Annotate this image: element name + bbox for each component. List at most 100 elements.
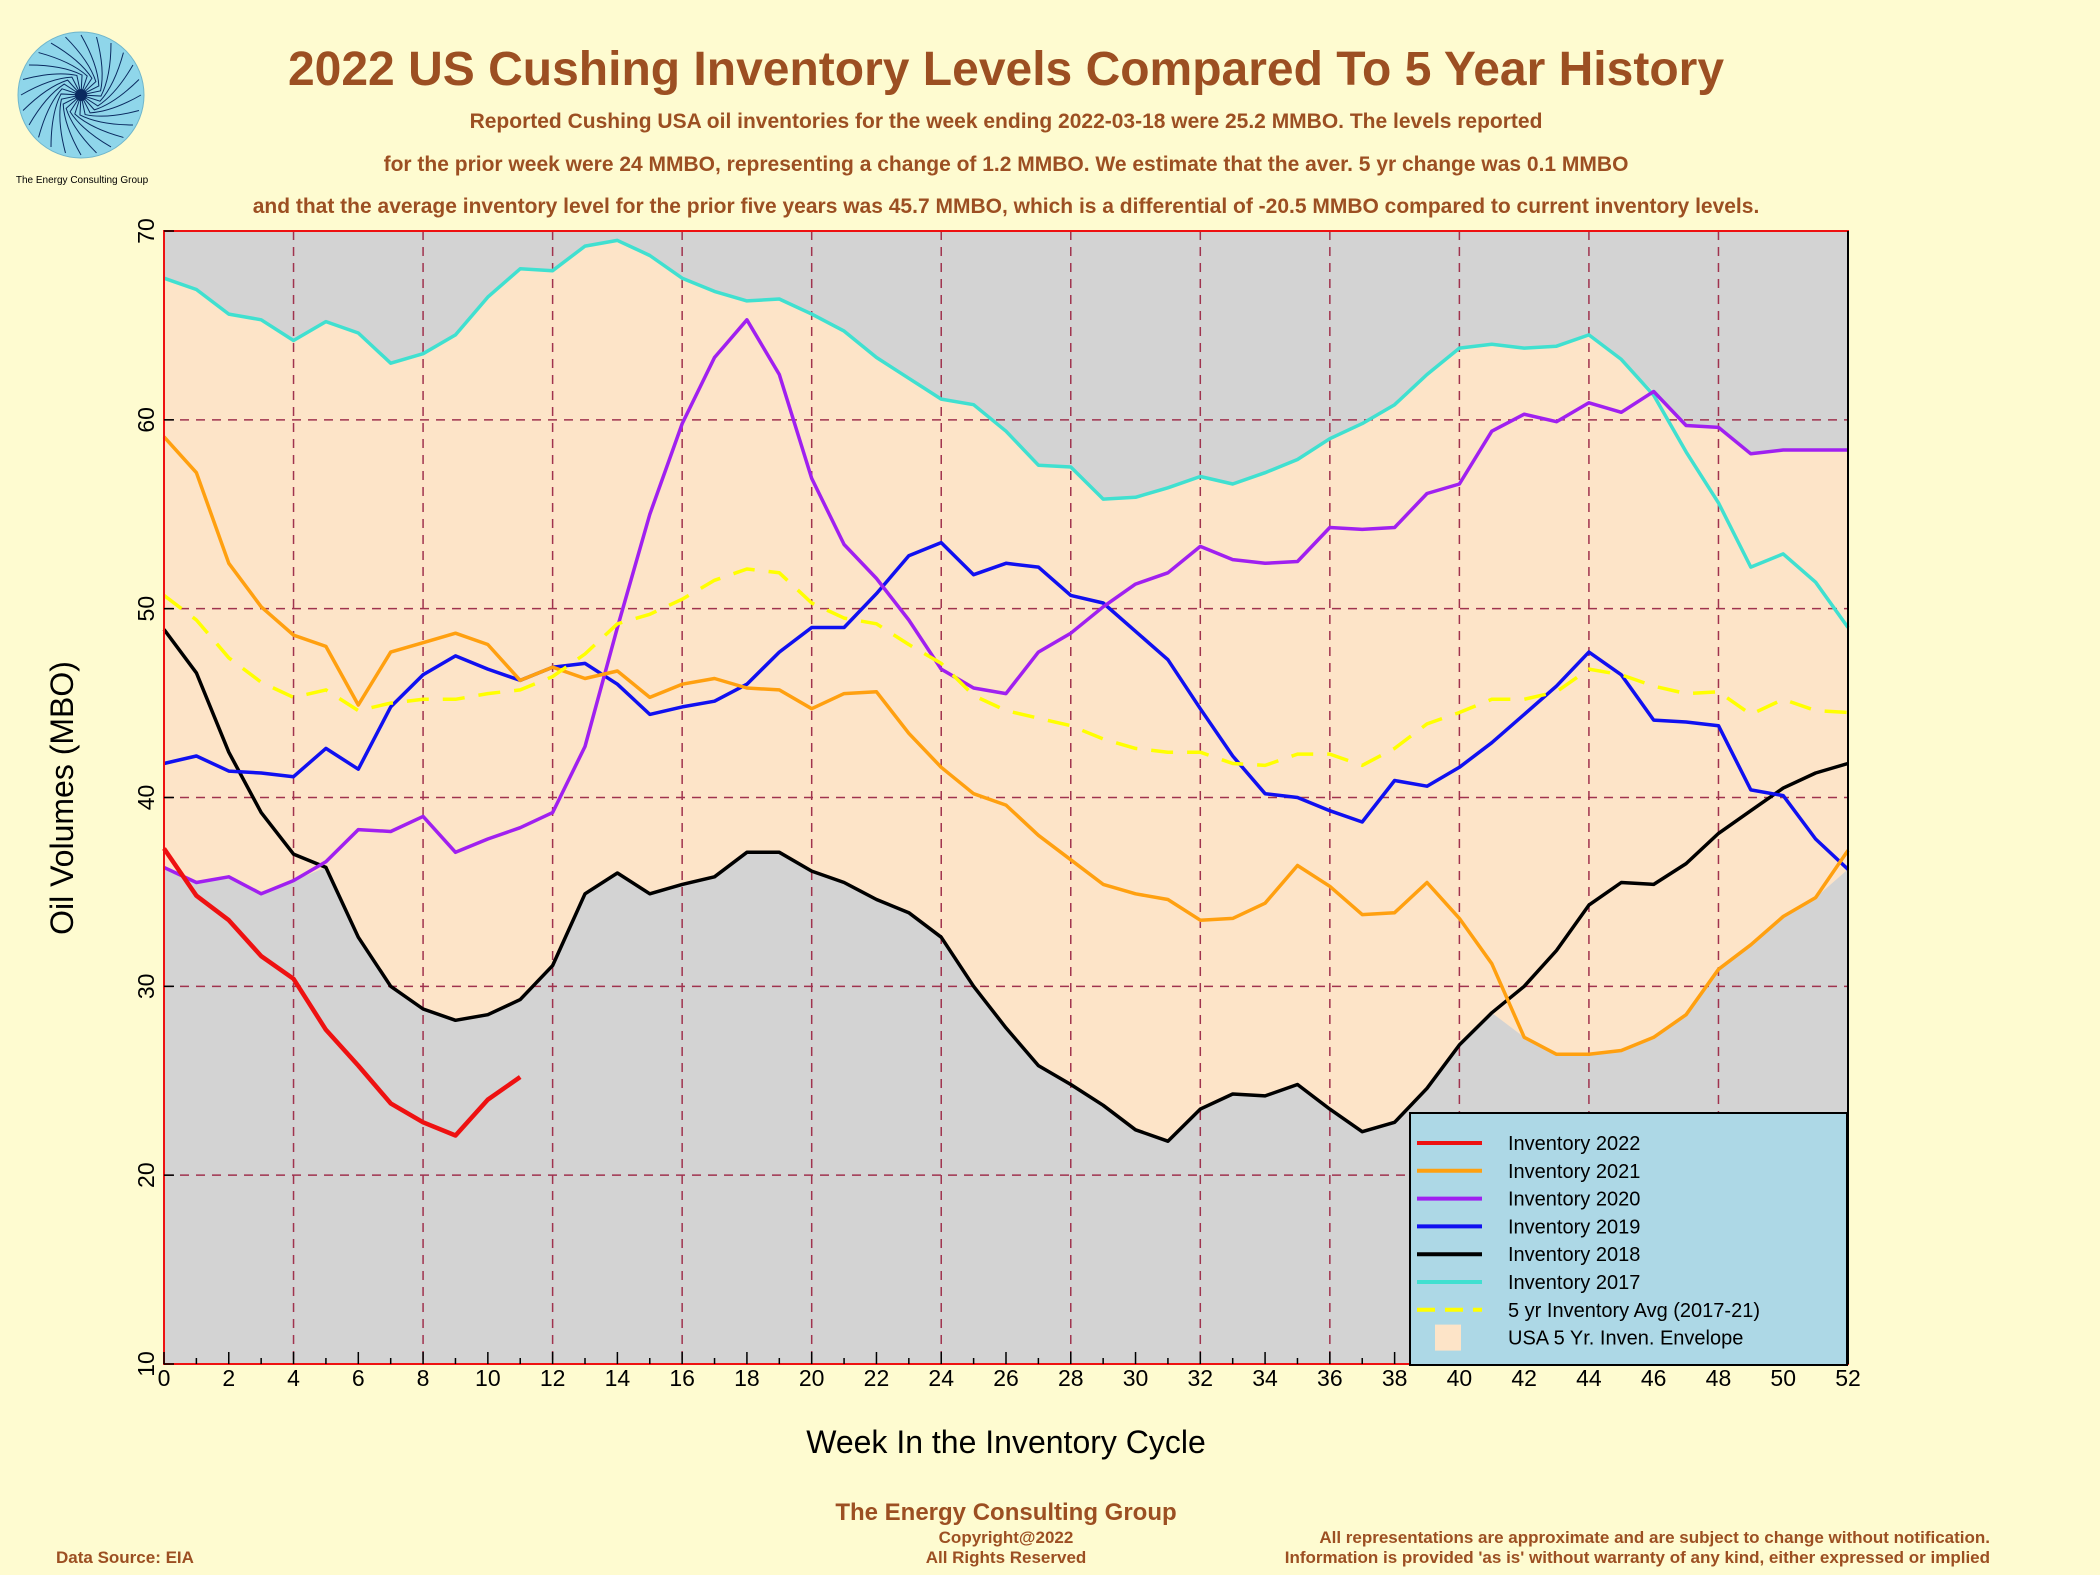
logo-ray [59, 94, 82, 154]
chart-title: 2022 US Cushing Inventory Levels Compare… [288, 43, 1724, 96]
x-tick-label: 46 [1641, 1365, 1667, 1391]
legend-item: Inventory 2018 [1417, 1244, 1640, 1266]
legend-item-envelope: USA 5 Yr. Inven. Envelope [1435, 1324, 1743, 1351]
x-tick-label: 26 [993, 1365, 1019, 1391]
footer-rights: All Rights Reserved [926, 1548, 1087, 1567]
series-line-inventory-2019 [163, 540, 1850, 871]
y-tick-label: 70 [133, 218, 159, 244]
company-logo: The Energy Consulting Group [16, 31, 149, 186]
series-line-inventory-2017 [163, 238, 1850, 629]
x-tick-label: 28 [1058, 1365, 1084, 1391]
logo-ray [80, 34, 100, 96]
logo-ray [80, 79, 140, 111]
x-tick-label: 44 [1576, 1365, 1602, 1391]
footer-disclaimer-1: All representations are approximate and … [1319, 1528, 1990, 1547]
plot-area: 0 2 4 6 8 10 12 14 16 18 20 22 24 26 28 30 32 34 36 38 40 42 4… [133, 218, 1861, 1391]
x-tick-label: 36 [1317, 1365, 1343, 1391]
x-tick-label: 2 [222, 1365, 235, 1391]
legend-label: Inventory 2022 [1508, 1133, 1640, 1155]
logo-ray [28, 83, 82, 126]
logo-caption: The Energy Consulting Group [16, 175, 149, 186]
legend-label: Inventory 2018 [1508, 1244, 1640, 1266]
x-axis-label: Week In the Inventory Cycle [806, 1424, 1206, 1460]
legend-label: Inventory 2017 [1508, 1272, 1640, 1294]
legend: Inventory 2022 Inventory 2021 Inventory 20… [1409, 1112, 1848, 1366]
legend-item: 5 yr Inventory Avg (2017-21) [1417, 1300, 1760, 1322]
x-tick-label: 50 [1770, 1365, 1796, 1391]
legend-item: Inventory 2020 [1417, 1189, 1640, 1211]
x-tick-label: 22 [864, 1365, 890, 1391]
logo-ray [62, 94, 82, 156]
footer-company: The Energy Consulting Group [835, 1499, 1176, 1526]
series-line-inventory-2021 [162, 435, 1850, 1057]
footer-data-source: Data Source: EIA [56, 1548, 194, 1567]
legend-label: Inventory 2019 [1508, 1216, 1640, 1238]
subtitle-line-2: for the prior week were 24 MMBO, represe… [384, 153, 1629, 176]
logo-ray [50, 42, 93, 96]
logo-ray [80, 64, 134, 107]
x-tick-label: 20 [799, 1365, 825, 1391]
logo-ray [79, 94, 133, 126]
y-axis-label: Oil Volumes (MBO) [44, 661, 80, 935]
logo-ray [38, 52, 88, 96]
y-tick-label: 50 [133, 596, 159, 622]
x-tick-label: 38 [1382, 1365, 1408, 1391]
y-axis-ticks: 10 20 30 40 50 60 70 [133, 218, 174, 1377]
series-lines [162, 238, 1850, 1143]
y-tick-label: 20 [133, 1162, 159, 1188]
legend-item: Inventory 2017 [1417, 1272, 1640, 1294]
x-tick-label: 4 [287, 1365, 300, 1391]
legend-label-envelope: USA 5 Yr. Inven. Envelope [1508, 1328, 1743, 1350]
legend-envelope-swatch [1435, 1324, 1461, 1351]
x-tick-label: 52 [1835, 1365, 1861, 1391]
footer-copyright: Copyright@2022 [939, 1528, 1074, 1547]
x-tick-label: 12 [540, 1365, 566, 1391]
logo-ray [80, 94, 140, 117]
x-tick-label: 10 [475, 1365, 501, 1391]
series-line-inventory-2022 [162, 847, 522, 1138]
legend-item: Inventory 2019 [1417, 1216, 1640, 1238]
x-tick-label: 40 [1447, 1365, 1473, 1391]
logo-ray [20, 76, 82, 96]
logo-ray [65, 94, 97, 154]
logo-ray [29, 64, 83, 96]
logo-ray [22, 79, 82, 111]
x-tick-label: 0 [158, 1365, 171, 1391]
series-line-inventory-2020 [163, 318, 1848, 896]
x-tick-label: 14 [605, 1365, 631, 1391]
y-tick-label: 40 [133, 785, 159, 811]
logo-ray [80, 94, 142, 114]
x-tick-label: 42 [1511, 1365, 1537, 1391]
series-line-5-yr-inventory-avg-2017-21- [162, 567, 1849, 768]
logo-ray [65, 36, 97, 96]
y-tick-label: 10 [133, 1351, 159, 1377]
x-axis-ticks: 0 2 4 6 8 10 12 14 16 18 20 22 24 26 28 30 32 34 36 38 40 42 4… [158, 1352, 1861, 1391]
legend-label: 5 yr Inventory Avg (2017-21) [1508, 1300, 1760, 1322]
y-tick-label: 60 [133, 407, 159, 433]
legend-label: Inventory 2021 [1508, 1161, 1640, 1183]
x-tick-label: 32 [1188, 1365, 1214, 1391]
x-tick-label: 6 [352, 1365, 365, 1391]
x-tick-label: 18 [734, 1365, 760, 1391]
logo-ray [80, 43, 112, 97]
footer-disclaimer-2: Information is provided 'as is' without … [1285, 1548, 1990, 1567]
x-tick-label: 8 [417, 1365, 430, 1391]
logo-ray [22, 73, 82, 96]
x-tick-label: 48 [1706, 1365, 1732, 1391]
logo-ray [80, 36, 103, 96]
logo-ray [50, 93, 82, 147]
subtitle-line-3: and that the average inventory level for… [253, 195, 1760, 218]
x-tick-label: 34 [1252, 1365, 1278, 1391]
y-tick-label: 30 [133, 974, 159, 1000]
logo-ray [38, 88, 82, 138]
x-tick-label: 30 [1123, 1365, 1149, 1391]
legend-label: Inventory 2020 [1508, 1189, 1640, 1211]
x-tick-label: 24 [928, 1365, 954, 1391]
x-tick-label: 16 [669, 1365, 695, 1391]
subtitle-line-1: Reported Cushing USA oil inventories for… [470, 110, 1543, 133]
legend-item: Inventory 2021 [1417, 1161, 1640, 1183]
logo-ray [69, 94, 112, 148]
legend-item: Inventory 2022 [1417, 1133, 1640, 1155]
legend-box [1409, 1112, 1848, 1366]
